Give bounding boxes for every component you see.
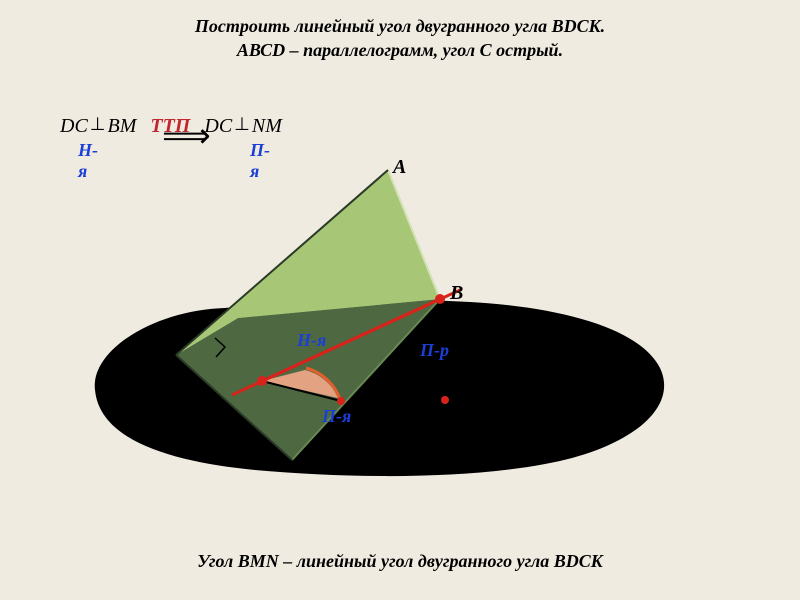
point-n: [337, 397, 345, 405]
diagram: [0, 0, 800, 600]
diagram-label-pya: П-я: [322, 406, 351, 427]
diagram-label-nya: Н-я: [297, 330, 326, 351]
label-a: A: [393, 156, 406, 179]
point-b: [435, 294, 445, 304]
diagram-label-pr: П-р: [420, 340, 449, 361]
label-b: B: [450, 282, 463, 305]
conclusion-text: Угол BMN – линейный угол двугранного угл…: [0, 551, 800, 572]
point-k: [441, 396, 449, 404]
point-m: [257, 376, 267, 386]
